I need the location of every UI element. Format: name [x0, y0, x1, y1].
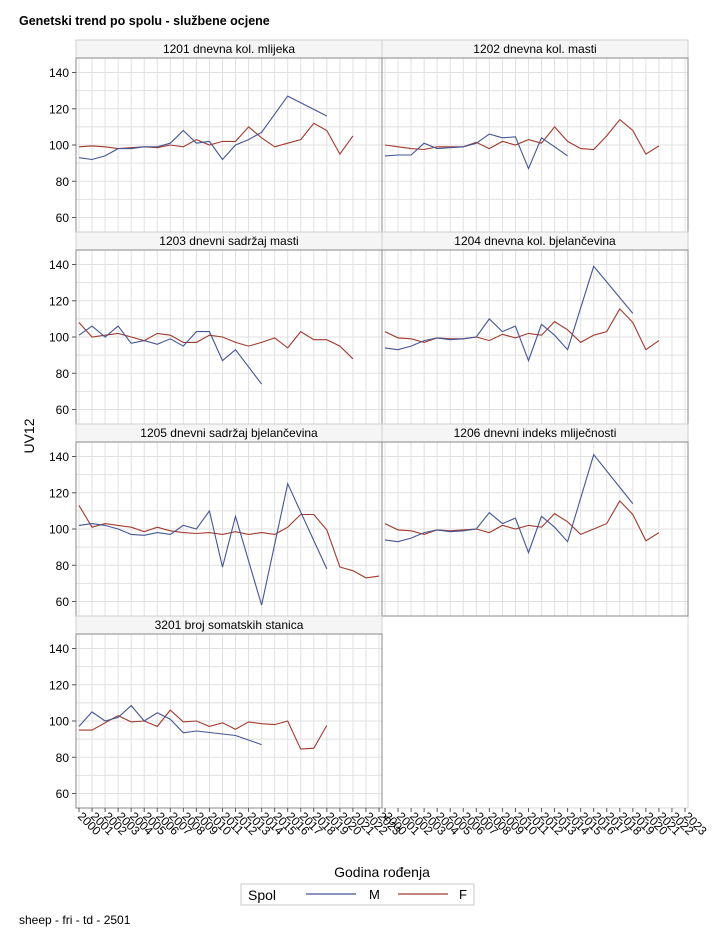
panel-title: 1201 dnevna kol. mlijeka [163, 42, 295, 56]
y-tick-label: 140 [49, 66, 69, 80]
legend-label-F: F [459, 887, 467, 902]
series-line-M [384, 133, 568, 171]
y-tick-label: 140 [49, 642, 69, 656]
y-tick-label: 100 [49, 331, 69, 345]
chart-title: Genetski trend po spolu - službene ocjen… [19, 14, 270, 28]
legend-box [240, 883, 475, 906]
y-axis-title: UV12 [21, 418, 37, 453]
panel-title: 1203 dnevni sadržaj masti [159, 234, 298, 248]
series-line-F [78, 505, 380, 579]
y-tick-label: 80 [56, 175, 70, 189]
y-tick-label: 100 [49, 715, 69, 729]
y-tick-label: 120 [49, 678, 69, 692]
y-tick-label: 100 [49, 523, 69, 537]
panel-title: 1202 dnevna kol. masti [473, 42, 596, 56]
series-line-F [384, 307, 660, 351]
plot-frame [381, 441, 689, 617]
series-line-M [78, 95, 328, 161]
y-tick-label: 60 [56, 403, 70, 417]
series-line-M [384, 265, 634, 363]
footer-note: sheep - fri - td - 2501 [19, 913, 131, 927]
y-tick-label: 60 [56, 787, 70, 801]
series-line-M [78, 325, 263, 385]
panel-title: 3201 broj somatskih stanica [155, 618, 304, 632]
y-tick-label: 120 [49, 294, 69, 308]
series-line-F [384, 118, 660, 155]
y-tick-label: 60 [56, 595, 70, 609]
empty-panel [381, 615, 689, 809]
series-line-M [78, 704, 262, 746]
series-line-M [384, 453, 634, 555]
panel-title: 1206 dnevni indeks mliječnosti [454, 426, 617, 440]
y-tick-label: 120 [49, 486, 69, 500]
y-tick-label: 100 [49, 139, 69, 153]
series-line-F [79, 709, 328, 750]
panel-title: 1204 dnevna kol. bjelančevina [454, 234, 616, 248]
y-tick-label: 80 [56, 367, 70, 381]
y-tick-label: 80 [56, 751, 70, 765]
panel-title: 1205 dnevni sadržaj bjelančevina [140, 426, 318, 440]
y-tick-label: 60 [56, 211, 70, 225]
x-axis-title: Godina rođenja [334, 864, 430, 880]
series-line-M [78, 481, 328, 606]
series-line-F [78, 122, 354, 156]
y-tick-label: 120 [49, 102, 69, 116]
y-tick-label: 80 [56, 559, 70, 573]
series-line-F [384, 499, 660, 542]
legend-title: Spol [248, 887, 276, 903]
y-tick-label: 140 [49, 258, 69, 272]
y-tick-label: 140 [49, 450, 69, 464]
legend-label-M: M [369, 887, 380, 902]
